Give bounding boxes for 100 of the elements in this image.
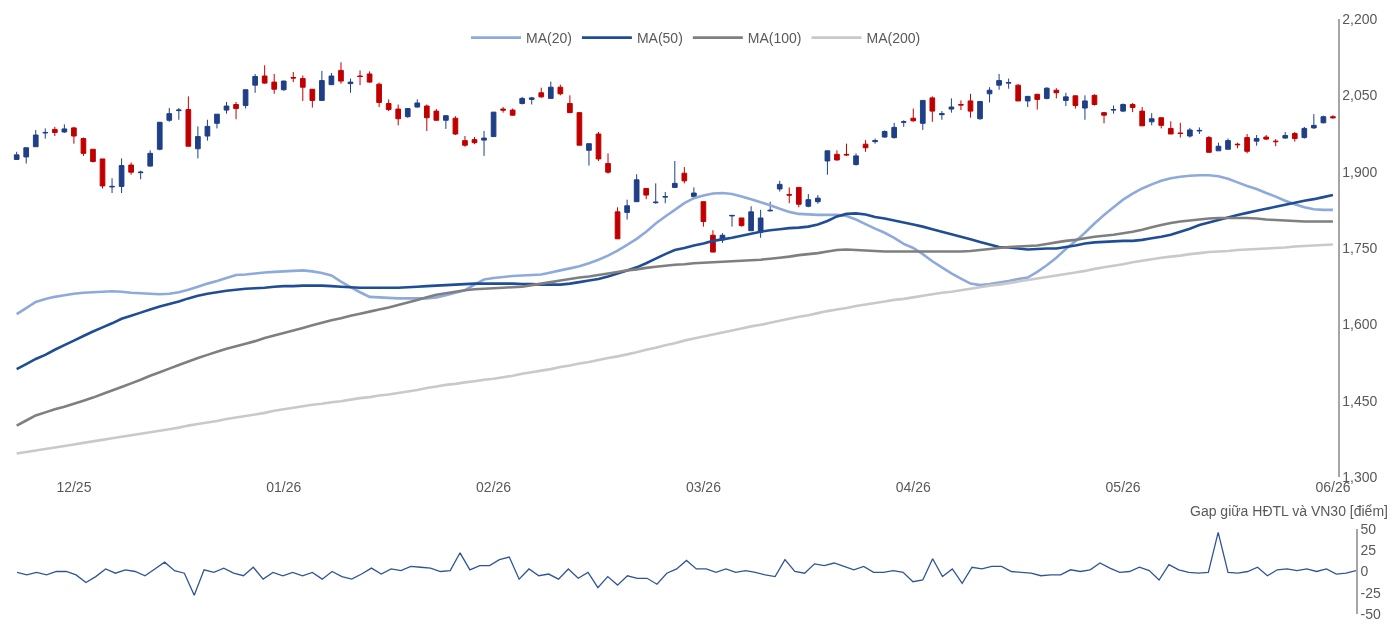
candlestick <box>147 149 154 168</box>
candlestick <box>1053 87 1060 99</box>
candlestick <box>452 115 459 136</box>
candlestick <box>776 180 783 193</box>
candlestick <box>223 101 230 115</box>
candlestick <box>1244 133 1250 154</box>
candlestick <box>414 98 421 109</box>
candlestick <box>1206 135 1212 153</box>
candlestick <box>729 214 735 228</box>
candlestick <box>271 73 278 95</box>
candlestick <box>824 150 831 176</box>
candlestick <box>853 152 859 167</box>
candlestick <box>490 111 497 138</box>
y-tick-label: -50 <box>1360 605 1381 622</box>
y-tick-label: 2,200 <box>1342 10 1378 27</box>
candlestick <box>32 129 39 148</box>
candlestick <box>1253 134 1260 147</box>
candlestick <box>166 107 173 123</box>
candlestick <box>862 139 869 153</box>
candlestick <box>1082 94 1088 121</box>
candlestick <box>958 99 964 111</box>
legend-label: MA(50) <box>636 30 683 47</box>
candlestick <box>357 69 363 86</box>
candlestick <box>185 95 192 147</box>
candlestick <box>891 122 898 140</box>
candlestick <box>1282 131 1289 140</box>
legend-label: MA(200) <box>866 30 921 47</box>
candlestick <box>757 209 764 239</box>
candlestick <box>280 80 287 92</box>
candlestick <box>242 89 249 110</box>
candlestick <box>538 87 545 99</box>
candlestick <box>872 138 878 145</box>
candlestick <box>71 126 77 145</box>
candlestick <box>929 95 936 123</box>
candlestick <box>738 217 745 228</box>
candlestick <box>643 187 650 200</box>
candlestick <box>376 82 382 108</box>
y-tick-label: 2,050 <box>1342 87 1378 104</box>
candlestick <box>309 88 316 109</box>
candlestick <box>967 93 974 119</box>
candlestick <box>834 149 840 161</box>
y-tick-label: 25 <box>1360 542 1377 559</box>
candlestick <box>786 186 793 204</box>
candlestick <box>328 72 335 86</box>
candlestick <box>233 101 239 120</box>
y-tick-label: -25 <box>1360 584 1381 601</box>
candlestick <box>567 94 573 114</box>
candlestick <box>319 70 325 101</box>
candlestick <box>252 73 258 94</box>
line-series <box>15 193 1335 371</box>
line-series <box>15 173 1335 316</box>
candlestick <box>118 157 125 194</box>
candlestick <box>1158 117 1165 129</box>
candlestick <box>204 119 211 142</box>
candlestick <box>42 127 49 140</box>
candlestick <box>1015 83 1022 102</box>
candlestick <box>1101 112 1107 124</box>
candlestick <box>1187 127 1193 139</box>
candlestick <box>681 166 688 184</box>
candlestick <box>1110 105 1117 115</box>
candlestick <box>977 100 983 121</box>
candlestick <box>662 191 669 204</box>
candlestick <box>691 186 697 200</box>
candlestick <box>261 64 268 85</box>
candlestick <box>1320 115 1327 124</box>
candlestick <box>1024 95 1031 108</box>
candlestick <box>815 194 821 205</box>
line-series <box>15 243 1335 455</box>
candlestick <box>156 121 163 151</box>
candlestick <box>996 73 1002 91</box>
candlestick <box>481 130 487 157</box>
candlestick <box>1311 113 1317 129</box>
candlestick <box>1129 102 1136 113</box>
candlestick <box>61 123 68 134</box>
candlestick <box>1005 78 1012 90</box>
candlestick <box>586 143 592 167</box>
candlestick <box>99 158 106 189</box>
candlestick <box>1225 138 1231 150</box>
candlestick <box>881 129 888 139</box>
y-axis-title: Gap giữa HĐTL và VN30 [điểm] <box>1190 503 1388 519</box>
candlestick <box>624 199 630 220</box>
candlestick <box>366 70 373 84</box>
y-tick-label: 1,450 <box>1342 392 1378 409</box>
candlestick <box>595 131 602 162</box>
candlestick <box>433 108 440 122</box>
candlestick <box>137 170 144 180</box>
candlestick <box>395 103 402 126</box>
candlestick <box>986 86 993 103</box>
candlestick <box>576 111 583 146</box>
candlestick <box>404 108 411 119</box>
candlestick <box>805 193 812 208</box>
candlestick <box>1120 102 1126 113</box>
x-tick-label: 12/25 <box>56 479 92 495</box>
candlestick <box>195 125 201 159</box>
y-tick-label: 0 <box>1360 563 1369 580</box>
x-tick-label: 04/26 <box>895 479 931 495</box>
candlestick <box>519 96 526 105</box>
candlestick <box>671 160 678 188</box>
candlestick <box>1091 93 1098 107</box>
candlestick <box>338 61 344 85</box>
